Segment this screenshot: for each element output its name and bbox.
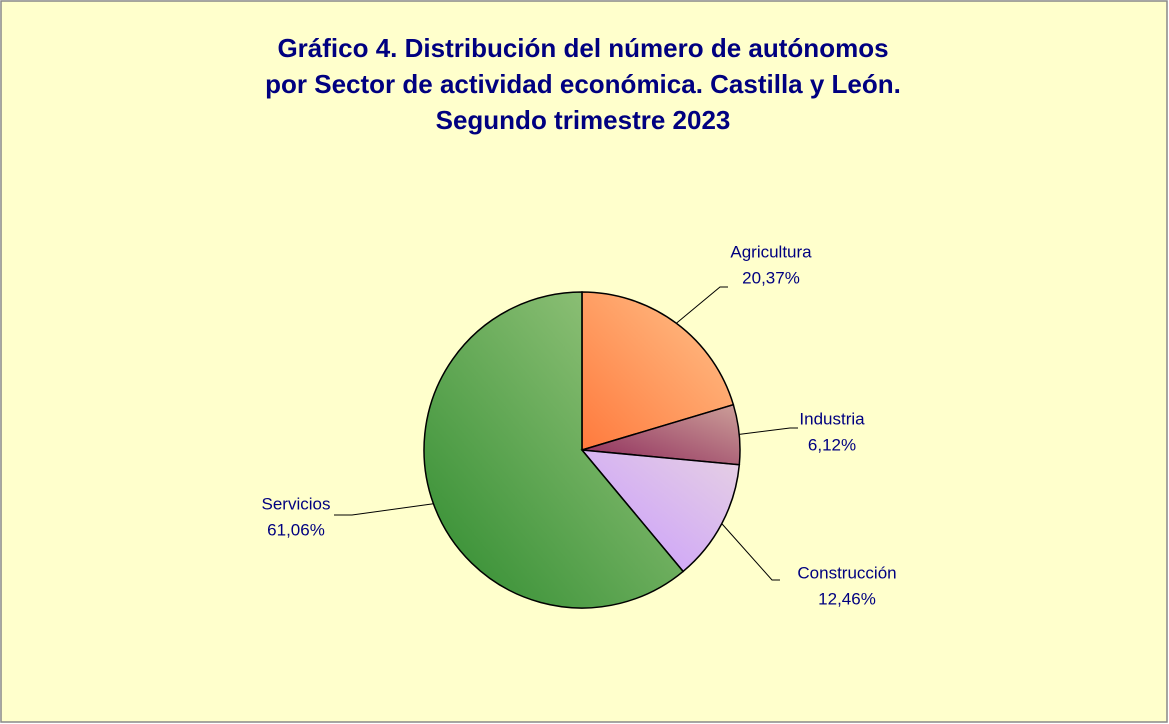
pie-slice bbox=[581, 291, 735, 452]
chart-title: Gráfico 4. Distribución del número de au… bbox=[277, 33, 888, 63]
slice-label: Construcción bbox=[797, 563, 896, 582]
slice-value-label: 20,37% bbox=[742, 268, 800, 287]
leader-line bbox=[676, 286, 728, 324]
slice-value-label: 61,06% bbox=[267, 520, 325, 539]
chart-title: por Sector de actividad económica. Casti… bbox=[265, 69, 901, 99]
slice-label: Agricultura bbox=[730, 242, 812, 261]
chart-title: Segundo trimestre 2023 bbox=[436, 105, 731, 135]
leader-line bbox=[721, 523, 780, 581]
slice-label: Servicios bbox=[262, 494, 331, 513]
slice-value-label: 6,12% bbox=[808, 435, 856, 454]
leader-line bbox=[739, 427, 798, 435]
slice-label: Industria bbox=[799, 409, 865, 428]
slice-value-label: 12,46% bbox=[818, 589, 876, 608]
leader-line bbox=[334, 503, 434, 516]
